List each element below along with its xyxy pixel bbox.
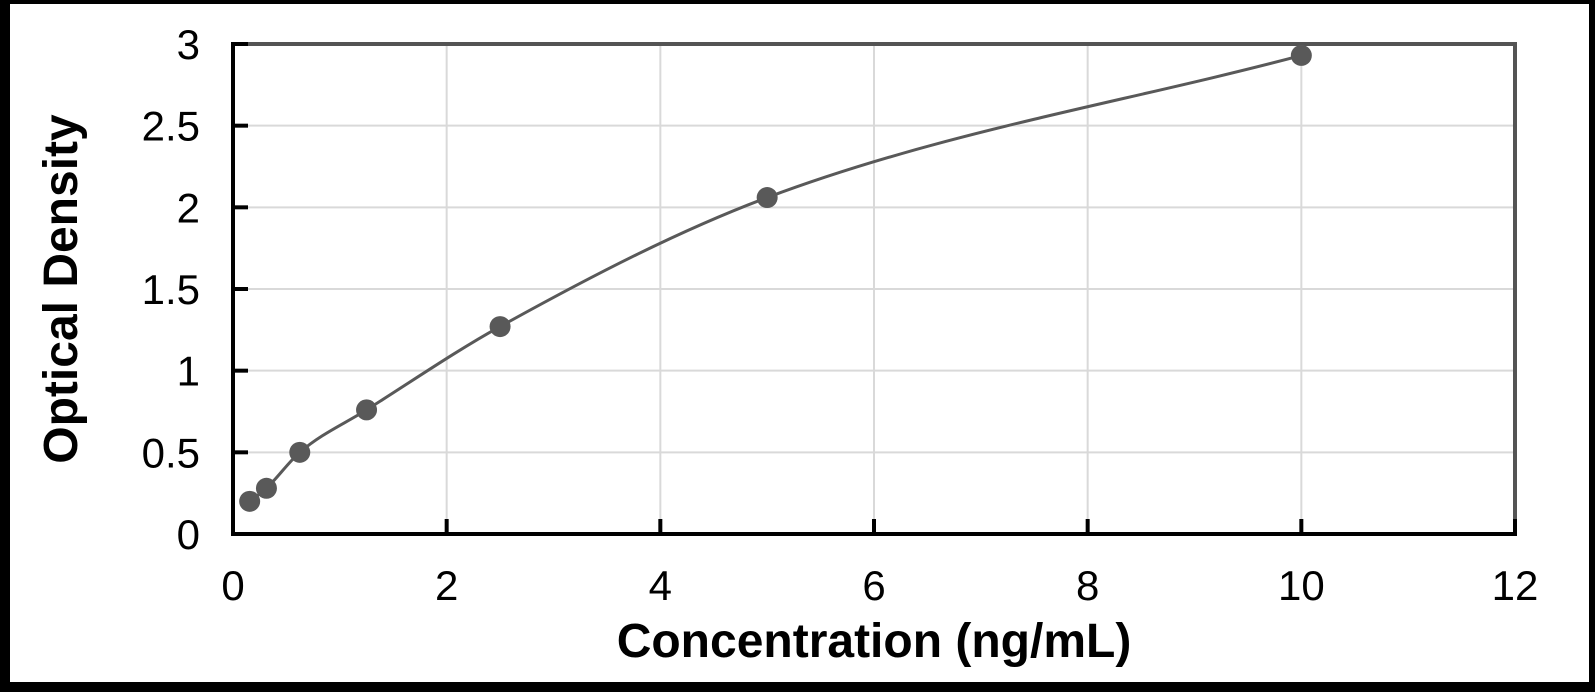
data-point — [255, 477, 277, 499]
x-tick-label: 10 — [1278, 562, 1325, 609]
y-tick-label: 0.5 — [142, 429, 200, 476]
data-point — [239, 490, 261, 512]
x-tick-label: 12 — [1492, 562, 1539, 609]
y-tick-label: 0 — [177, 511, 200, 558]
y-tick-label: 1.5 — [142, 266, 200, 313]
x-tick-label: 2 — [435, 562, 458, 609]
data-point — [289, 441, 311, 463]
data-point — [1290, 44, 1312, 66]
data-point — [489, 316, 511, 338]
y-tick-label: 2 — [177, 184, 200, 231]
data-point — [756, 187, 778, 209]
x-tick-label: 4 — [649, 562, 672, 609]
data-point — [356, 399, 378, 421]
x-tick-label: 8 — [1076, 562, 1099, 609]
y-tick-label: 3 — [177, 21, 200, 68]
chart-canvas — [10, 4, 1589, 682]
y-tick-label: 1 — [177, 348, 200, 395]
y-tick-label: 2.5 — [142, 103, 200, 150]
y-axis-title: Optical Density — [35, 114, 88, 464]
x-tick-label: 0 — [221, 562, 244, 609]
fitted-curve — [248, 53, 1302, 503]
x-axis-title: Concentration (ng/mL) — [616, 615, 1132, 668]
x-tick-label: 6 — [862, 562, 885, 609]
